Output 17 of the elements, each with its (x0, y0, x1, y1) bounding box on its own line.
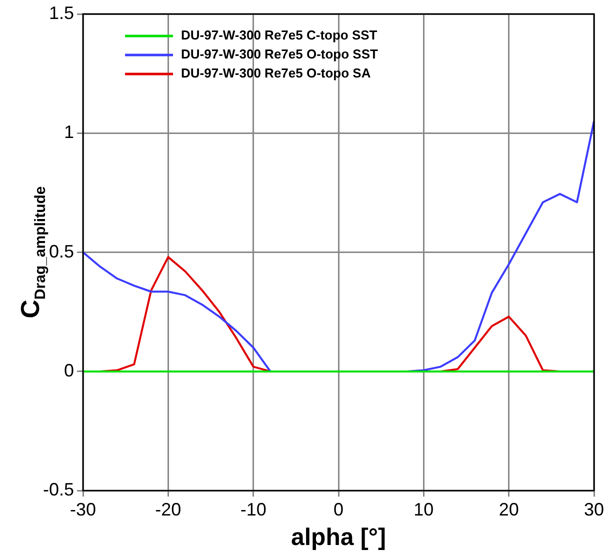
x-tick-label: 10 (414, 499, 434, 520)
y-tick-label: 0.5 (48, 241, 74, 262)
x-tick-label: 30 (584, 499, 604, 520)
y-axis-title: CDrag_amplitude (15, 186, 49, 318)
y-tick-label: -0.5 (42, 480, 74, 500)
x-tick-label: -20 (155, 499, 182, 520)
x-axis-title: alpha [°] (291, 524, 386, 552)
legend-label: DU-97-W-300 Re7e5 O-topo SA (181, 66, 372, 81)
x-tick-label: -10 (240, 499, 266, 520)
legend-label: DU-97-W-300 Re7e5 C-topo SST (181, 28, 378, 43)
x-tick-label: -30 (70, 499, 96, 520)
y-tick-label: 0 (64, 360, 74, 380)
x-tick-label: 0 (334, 499, 344, 520)
y-tick-label: 1.5 (48, 2, 74, 23)
legend-label: DU-97-W-300 Re7e5 O-topo SST (181, 46, 378, 62)
x-tick-label: 20 (498, 499, 519, 520)
y-tick-label: 1 (64, 122, 74, 142)
